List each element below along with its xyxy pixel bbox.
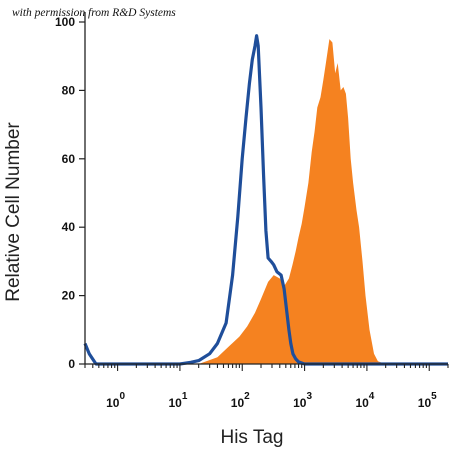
y-tick-label: 0 (68, 357, 75, 371)
y-tick-layer: 0 20 40 60 80 100 (55, 15, 85, 371)
x-tick-label: 105 (418, 391, 437, 410)
axes-layer (84, 12, 448, 365)
plot-area: 0 20 40 60 80 100 100 101 102 103 104 105 (55, 12, 449, 410)
x-tick-label: 103 (293, 391, 312, 410)
x-tick-layer: 100 101 102 103 104 105 (84, 364, 449, 410)
x-tick-label: 102 (231, 391, 250, 410)
series-layer (83, 34, 448, 366)
y-tick-label: 60 (62, 152, 76, 166)
y-tick-label: 100 (55, 15, 75, 29)
x-tick-label: 101 (168, 391, 187, 410)
series-1-outline-histogram (83, 34, 448, 366)
y-axis-title: Relative Cell Number (3, 122, 24, 302)
y-tick-label: 20 (62, 289, 76, 303)
y-tick-label: 80 (62, 83, 76, 97)
credit-text: with permission from R&D Systems (12, 7, 176, 19)
x-tick-label: 100 (106, 391, 125, 410)
x-tick-label: 104 (355, 391, 374, 410)
series-0-filled-histogram (85, 39, 448, 364)
y-tick-label: 40 (62, 220, 76, 234)
x-axis-title: His Tag (220, 427, 283, 448)
